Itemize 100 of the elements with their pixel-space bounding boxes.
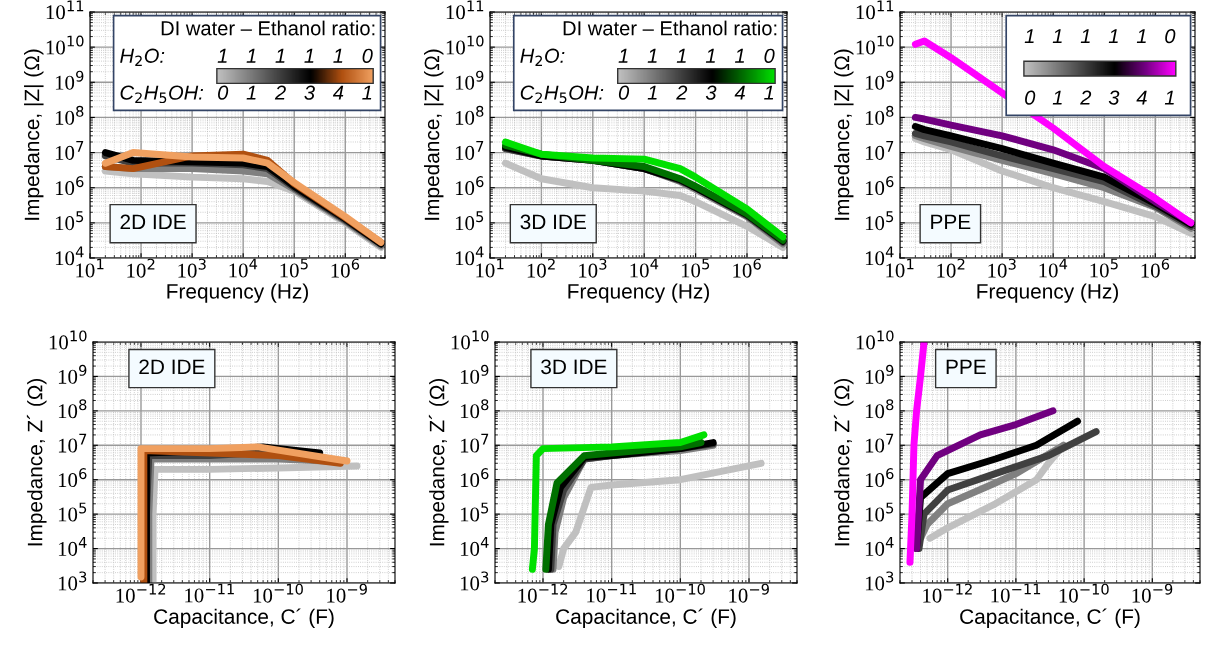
y-axis-title: Impedance, |Z| (Ω) [24, 49, 44, 220]
annotation: 1 [1164, 90, 1174, 105]
annotation: 0 [1025, 90, 1036, 105]
y-tick-label: 10$^{8}$ [460, 399, 489, 419]
y-tick-label: 10$^{6}$ [865, 468, 894, 488]
annotation: 1 [304, 48, 314, 63]
x-tick-label: 10$^{6}$ [331, 258, 360, 278]
y-tick-label: 10$^{5}$ [460, 502, 489, 522]
x-tick-label: 10$^{4}$ [229, 258, 258, 278]
y-axis-title: Impedance, |Z| (Ω) [834, 49, 854, 220]
annotation: 1 [1136, 29, 1146, 44]
annotation: 1 [618, 48, 628, 63]
y-tick-label: 10$^{5}$ [58, 502, 87, 522]
text: 2D IDE [120, 214, 186, 230]
legend-title: DI water – Ethanol ratio: [563, 20, 777, 36]
annotation: 1 [735, 48, 744, 63]
annotation: 1 [676, 48, 686, 63]
x-tick-label: 10$^{2}$ [527, 258, 555, 278]
annotation: 0 [362, 48, 373, 63]
annotation: 3 [304, 85, 315, 100]
annotation: 1 [275, 48, 285, 63]
x-tick-label: 10$^{−12}$ [923, 583, 972, 603]
x-tick-label: 10$^{3}$ [579, 258, 607, 278]
x-tick-label: 10$^{−11}$ [185, 583, 234, 603]
y-tick-label: 10$^{7}$ [55, 141, 84, 160]
annotation: 3 [705, 85, 717, 100]
x-tick-label: 10$^{−10}$ [253, 583, 303, 603]
text: 2D IDE [139, 359, 205, 374]
annotation: 1 [647, 85, 657, 100]
y-tick-label: 10$^{6}$ [865, 176, 894, 196]
annotation: 1 [246, 48, 256, 63]
annotation: 2 [274, 85, 286, 100]
x-tick-label: 10$^{−12}$ [116, 583, 166, 603]
annotation: 0 [1165, 28, 1176, 44]
y-tick-label: 10$^{8}$ [55, 105, 84, 125]
x-tick-label: 10$^{−12}$ [518, 583, 568, 603]
annotation: H$_{2}$O: [520, 48, 565, 66]
text: 3D IDE [541, 359, 607, 375]
annotation: C$_{2}$H$_{5}$OH: [120, 85, 204, 104]
y-tick-label: 10$^{4}$ [58, 537, 87, 556]
x-tick-label: 10$^{2}$ [937, 258, 965, 278]
x-tick-label: 10$^{−11}$ [991, 583, 1041, 603]
y-tick-label: 10$^{8}$ [865, 399, 894, 419]
x-axis-title: Frequency (Hz) [568, 283, 709, 303]
y-tick-label: 10$^{6}$ [460, 468, 489, 488]
annotation: 0 [218, 85, 229, 100]
y-tick-label: 10$^{10}$ [46, 35, 84, 55]
y-tick-label: 10$^{10}$ [49, 330, 87, 350]
annotation: H$_{2}$O: [120, 48, 165, 66]
x-tick-label: 10$^{5}$ [1090, 258, 1118, 278]
y-tick-label: 10$^{6}$ [455, 176, 484, 196]
y-tick-label: 10$^{11}$ [46, 0, 84, 20]
annotation: C$_{2}$H$_{5}$OH: [520, 85, 604, 104]
y-tick-label: 10$^{11}$ [856, 0, 894, 20]
annotation: 4 [734, 85, 745, 100]
x-axis-title: Capacitance, C´ (F) [960, 608, 1140, 629]
x-axis-title: Frequency (Hz) [977, 283, 1118, 303]
y-tick-label: 10$^{5}$ [455, 211, 484, 231]
x-tick-label: 10$^{−11}$ [587, 583, 636, 603]
y-axis-title: Impedance, Z´ (Ω) [428, 379, 449, 546]
annotation: 1 [333, 48, 343, 63]
y-tick-label: 10$^{10}$ [451, 330, 489, 350]
y-tick-label: 10$^{10}$ [856, 35, 894, 55]
x-tick-label: 10$^{6}$ [1141, 258, 1170, 278]
x-tick-label: 10$^{−9}$ [1132, 583, 1173, 603]
x-tick-label: 10$^{−10}$ [655, 583, 705, 603]
annotation: 1 [246, 85, 256, 100]
x-tick-label: 10$^{−9}$ [327, 583, 367, 603]
annotation: 1 [1108, 29, 1118, 44]
annotation: 1 [647, 48, 657, 63]
annotation: 1 [1024, 29, 1034, 44]
annotation: 2 [1080, 90, 1092, 105]
y-tick-label: 10$^{9}$ [460, 364, 489, 384]
annotation: 1 [217, 48, 227, 63]
annotation: 2 [676, 85, 688, 100]
y-tick-label: 10$^{10}$ [446, 35, 484, 55]
x-tick-label: 10$^{6}$ [733, 258, 761, 278]
annotation: 4 [1136, 90, 1147, 105]
y-tick-label: 10$^{5}$ [55, 211, 84, 231]
x-tick-label: 10$^{5}$ [280, 258, 308, 278]
y-tick-label: 10$^{10}$ [856, 330, 894, 350]
y-tick-label: 10$^{9}$ [865, 364, 894, 384]
y-axis-title: Impedance, |Z| (Ω) [424, 49, 444, 220]
text: PPE [931, 214, 971, 230]
y-tick-label: 10$^{7}$ [460, 433, 489, 453]
y-axis-title: Impedance, Z´ (Ω) [26, 379, 47, 546]
y-tick-label: 10$^{7}$ [865, 141, 894, 160]
annotation: 3 [1108, 90, 1120, 105]
annotation: 1 [764, 85, 774, 100]
x-tick-label: 10$^{2}$ [127, 258, 155, 278]
x-tick-label: 10$^{3}$ [178, 258, 206, 278]
annotation: 1 [1080, 29, 1090, 44]
annotation: 1 [362, 85, 372, 100]
legend-title: DI water – Ethanol ratio: [161, 20, 375, 36]
y-tick-label: 10$^{8}$ [58, 399, 87, 419]
x-tick-label: 10$^{5}$ [681, 258, 710, 278]
x-tick-label: 10$^{−9}$ [729, 583, 769, 603]
annotation: 1 [1052, 29, 1062, 44]
y-axis-title: Impedance, Z´ (Ω) [833, 379, 854, 546]
annotation: 0 [764, 48, 775, 63]
